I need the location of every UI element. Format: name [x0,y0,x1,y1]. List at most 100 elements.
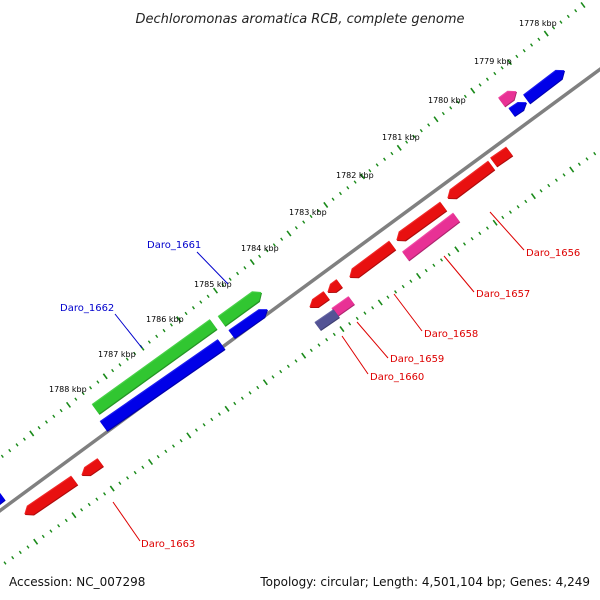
tick-mark [176,316,182,323]
gene-daro-1663-red-2-highlight [24,475,78,515]
tick-mark [59,408,63,413]
tick-mark [363,311,367,315]
tick-mark [559,20,563,24]
tick-label: 1781 kbp [382,133,420,142]
gene-1780-blue-small-highlight [508,102,527,117]
tick-mark [478,83,482,87]
gene-label-daro-1660[interactable]: Daro_1660 [370,372,424,383]
tick-mark [339,326,345,333]
label-connector [341,335,369,375]
gene-daro-1658-red-2-highlight [349,240,396,278]
tick-mark [552,26,556,30]
tick-mark [470,236,474,241]
tick-mark [530,193,536,200]
tick-mark [508,210,512,214]
tick-mark [164,449,168,454]
gene-daro-1659-red-2-highlight [309,291,330,308]
tick-mark [118,481,122,485]
tick-mark [375,163,379,167]
gene-daro-1658-red-highlight [396,201,447,241]
gene-label-daro-1656[interactable]: Daro_1656 [526,248,580,259]
gene-daro-1657-pink-highlight [402,212,460,261]
tick-mark [202,423,206,427]
tick-label: 1786 kbp [146,315,184,324]
gene-daro-1656-red-2-highlight [447,160,495,199]
tick-mark [390,151,394,156]
tick-mark [64,518,68,523]
tick-mark [95,497,99,501]
tick-mark [272,243,276,247]
tick-mark [109,485,115,492]
tick-mark [248,391,252,395]
tick-mark [577,162,581,166]
tick-mark [96,380,100,384]
gene-label-daro-1663[interactable]: Daro_1663 [141,539,195,550]
tick-mark [309,348,313,353]
gene-daro-1659-pink-highlight [331,296,355,317]
tick-mark [470,87,476,94]
gene-left-blue-fragment-highlight [0,492,6,504]
gene-daro-1661-blue-highlight [228,309,268,339]
tick-mark [26,545,30,549]
tick-mark [294,359,298,363]
tick-mark [265,248,269,253]
tick-mark [280,237,284,241]
tick-mark [574,9,578,13]
tick-mark [580,1,586,9]
tick-mark [221,283,225,287]
tick-mark [301,352,307,359]
tick-label: 1784 kbp [241,244,279,253]
tick-mark [162,328,166,333]
tick-label: 1778 kbp [519,19,557,28]
tick-mark [401,284,405,289]
gene-label-daro-1658[interactable]: Daro_1658 [424,329,478,340]
tick-mark [0,454,4,458]
tick-mark [111,368,115,373]
tick-mark [271,375,275,379]
tick-mark [516,205,520,209]
gene-daro-1662-green-highlight [91,319,217,414]
tick-mark [52,414,56,419]
tick-mark [49,529,53,533]
tick-mark [424,268,428,273]
tick-mark [11,555,15,560]
tick-mark [228,277,232,281]
tick-mark [441,111,445,116]
tick-mark [492,219,498,226]
tick-mark [332,332,336,337]
tick-mark [485,226,489,230]
tick-mark [346,186,350,190]
tick-mark [186,432,192,439]
genome-summary-text: Topology: circular; Length: 4,501,104 bp… [259,575,590,589]
tick-mark [65,401,72,408]
gene-features [0,69,565,516]
tick-mark [199,300,203,304]
tick-mark [432,263,436,267]
tick-mark [539,189,543,193]
tick-mark [29,430,35,437]
tick-mark [169,323,173,327]
gene-label-daro-1661[interactable]: Daro_1661 [147,240,201,251]
gene-daro-1656-red-highlight [490,146,513,167]
tick-mark [286,364,290,368]
tick-mark [359,173,366,180]
label-connector [356,321,389,359]
tick-mark [80,508,84,512]
accession-text: Accession: NC_007298 [9,575,145,589]
gene-daro-1660-purple-highlight [314,309,340,331]
tick-mark [478,231,482,236]
tick-mark [224,405,230,412]
tick-label: 1783 kbp [289,208,327,217]
tick-mark [485,77,489,81]
inner-tick-track [3,151,597,565]
tick-mark [353,180,357,184]
tick-mark [217,412,221,416]
tick-mark [294,226,298,230]
tick-mark [256,385,260,390]
gene-label-daro-1662[interactable]: Daro_1662 [60,303,114,314]
label-connector [114,313,143,349]
tick-mark [309,214,313,219]
gene-label-daro-1657[interactable]: Daro_1657 [476,289,530,300]
gene-label-daro-1659[interactable]: Daro_1659 [390,354,444,365]
